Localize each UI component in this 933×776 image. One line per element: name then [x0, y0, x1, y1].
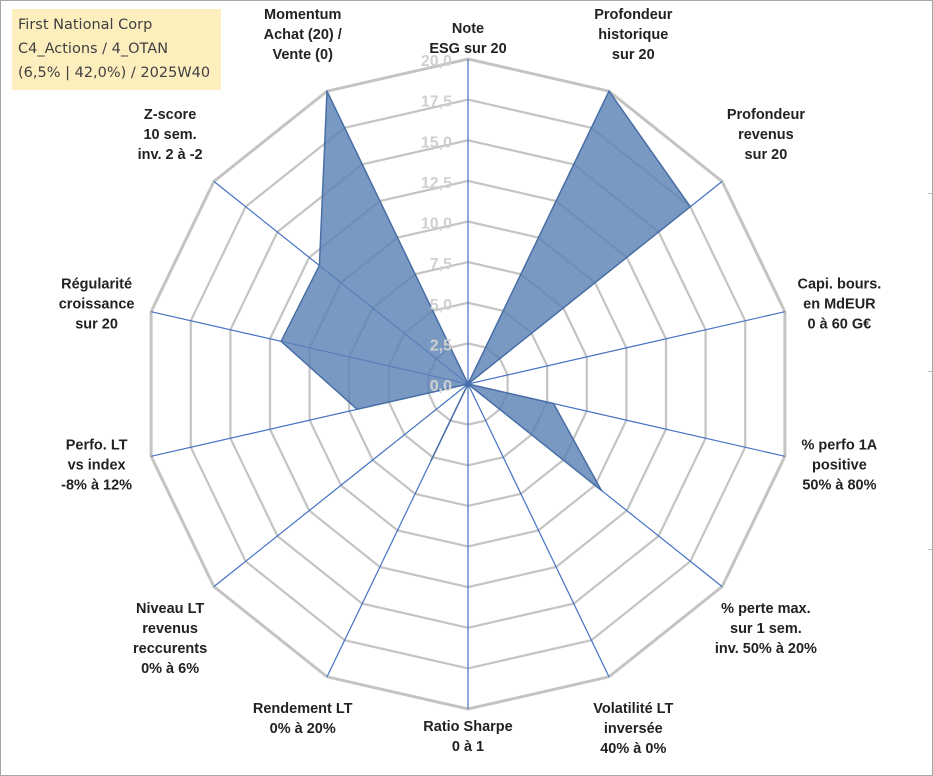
data-point	[689, 205, 692, 208]
data-point	[467, 383, 469, 385]
tick-label: 15,0	[421, 134, 452, 151]
data-point	[552, 402, 555, 405]
axis-label: Régularité croissance sur 20	[59, 277, 135, 333]
data-point	[318, 264, 321, 267]
radial-tick-labels: 0,0 2,5 5,0 7,5 10,0 12,5 15,0 17,5 20,0	[421, 53, 452, 395]
data-point	[608, 90, 610, 92]
tick-label: 7,5	[430, 256, 452, 273]
axis-label: Z-score 10 sem. inv. 2 à -2	[138, 107, 203, 163]
tick-label: 5,0	[430, 297, 452, 314]
tick-label: 10,0	[421, 216, 452, 233]
axis-label: Profondeur revenus sur 20	[727, 107, 805, 163]
axis-spoke	[213, 383, 469, 588]
data-point	[280, 340, 282, 343]
axis-label: Rendement LT 0% à 20%	[253, 701, 353, 737]
axis-label: Perfo. LT vs index -8% à 12%	[61, 437, 132, 493]
info-box: First National Corp C4_Actions / 4_OTAN …	[12, 9, 221, 90]
axis-spoke	[467, 311, 786, 385]
company-name: First National Corp	[18, 17, 153, 33]
tick-label: 17,5	[421, 94, 452, 111]
score-and-week: (6,5% | 42,0%) / 2025W40	[18, 65, 211, 81]
data-point	[430, 459, 433, 461]
portfolio-category: C4_Actions / 4_OTAN	[18, 41, 169, 57]
data-point	[600, 489, 603, 492]
radar-series-layer	[280, 90, 692, 492]
data-point	[356, 408, 358, 411]
axis-label: Note ESG sur 20	[429, 21, 506, 57]
tick-label: 12,5	[421, 175, 452, 192]
tick-label: 0,0	[430, 378, 452, 395]
tick-label: 2,5	[430, 337, 452, 354]
radar-axis-labels: Note ESG sur 20 Profondeur historique sur 20…	[59, 7, 882, 757]
axis-label: Momentum Achat (20) / Vente (0)	[264, 7, 342, 63]
axis-label: % perfo 1A positive 50% à 80%	[802, 437, 878, 493]
axis-label: Niveau LT revenus reccurents 0% à 6%	[133, 601, 207, 677]
axis-spoke	[467, 383, 610, 678]
scrollbar-edge-ticks	[927, 0, 933, 776]
axis-label: Ratio Sharpe 0 à 1	[423, 719, 512, 755]
axis-label: Profondeur historique sur 20	[594, 7, 672, 63]
series-area	[280, 90, 692, 492]
tick-label: 20,0	[421, 53, 452, 70]
axis-label: Capi. bours. en MdEUR 0 à 60 G€	[798, 277, 882, 333]
axis-label: % perte max. sur 1 sem. inv. 50% à 20%	[715, 601, 817, 657]
axis-label: Volatilité LT inversée 40% à 0%	[593, 701, 673, 757]
data-point	[326, 90, 328, 92]
